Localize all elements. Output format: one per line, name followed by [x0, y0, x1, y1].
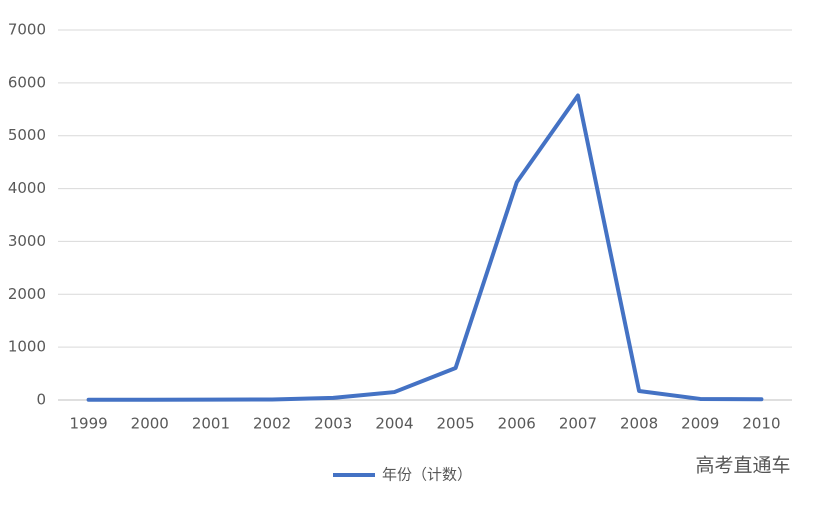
y-tick-label: 0: [36, 391, 46, 409]
line-series: [86, 93, 764, 402]
legend-label: 年份（计数）: [382, 466, 472, 484]
x-tick-label: 2003: [314, 415, 352, 433]
y-tick-label: 2000: [8, 285, 46, 303]
x-tick-label: 2008: [620, 415, 658, 433]
y-tick-label: 3000: [8, 232, 46, 250]
x-tick-label: 1999: [69, 415, 107, 433]
y-tick-label: 5000: [8, 126, 46, 144]
x-tick-label: 2006: [498, 415, 536, 433]
y-tick-label: 7000: [8, 21, 46, 39]
watermark: 高考直通车: [695, 455, 790, 477]
x-tick-label: 2000: [131, 415, 169, 433]
x-tick-label: 2009: [681, 415, 719, 433]
x-tick-label: 2007: [559, 415, 597, 433]
y-tick-label: 4000: [8, 179, 46, 197]
y-tick-label: 6000: [8, 73, 46, 91]
x-tick-label: 2001: [192, 415, 230, 433]
x-tick-label: 2004: [375, 415, 413, 433]
x-tick-label: 2005: [436, 415, 474, 433]
y-tick-label: 1000: [8, 338, 46, 356]
x-tick-label: 2010: [742, 415, 780, 433]
x-tick-label: 2002: [253, 415, 291, 433]
